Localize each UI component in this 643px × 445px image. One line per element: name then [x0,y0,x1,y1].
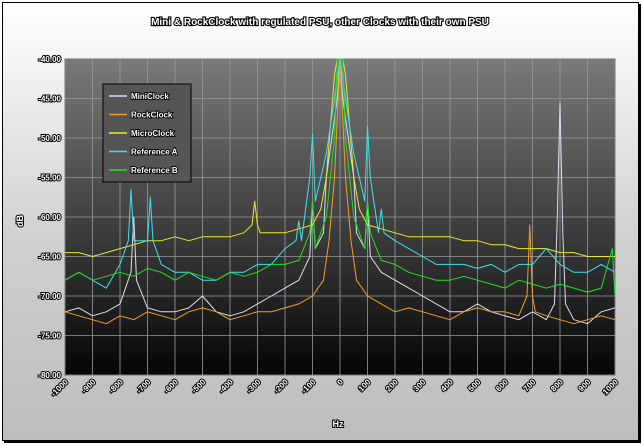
series-line-reference-a [64,58,616,289]
y-tick-label: -40.00 [38,55,61,64]
chart-svg: Mini & RockClock with regulated PSU, oth… [14,16,621,430]
x-tick-label: 400 [439,377,455,393]
legend-label: RockClock [131,111,173,120]
x-tick-label: -1000 [49,377,70,398]
legend-label: Reference B [131,166,178,175]
y-tick-label: -55.00 [38,174,61,183]
x-tick-label: -400 [217,377,235,395]
x-tick-label: 200 [384,377,400,393]
x-tick-label: -900 [80,377,98,395]
x-tick-label: 1000 [601,377,620,396]
series-line-microclock [65,58,615,257]
x-tick-label: -300 [245,377,263,395]
legend: MiniClock RockClock MicroClock Reference A R… [102,83,192,183]
y-tick-label: -50.00 [38,134,61,143]
gridlines [64,58,616,376]
x-tick-label: 700 [522,377,538,393]
y-tick-label: -75.00 [38,332,61,341]
y-tick-label: -70.00 [38,292,61,301]
x-axis-ticks: -1000 -900 -800 -700 -600 -500 -400 -300 -200 -10… [48,376,621,399]
y-axis-ticks: -40.00 -45.00 -50.00 -55.00 -60.00 -65.00 -70.… [37,54,62,381]
y-axis-label: dB [15,215,25,227]
series-lines [64,58,616,325]
x-tick-label: 800 [549,377,565,393]
series-line-reference-b [64,58,616,297]
x-tick-label: -600 [162,377,180,395]
chart-title: Mini & RockClock with regulated PSU, oth… [151,17,489,28]
x-tick-label: 500 [467,377,483,393]
y-tick-label: -80.00 [38,371,61,380]
y-tick-label: -45.00 [38,95,61,104]
legend-label: Reference A [131,148,178,157]
series-line-rockclock [64,58,616,325]
y-tick-label: -65.00 [38,253,61,262]
x-tick-label: -200 [272,377,290,395]
x-tick-label: -700 [135,377,153,395]
y-tick-label: -60.00 [38,213,61,222]
series-line-miniclock [64,58,616,325]
x-tick-label: -800 [107,377,125,395]
x-tick-label: 100 [357,377,373,393]
x-tick-label: -500 [190,377,208,395]
legend-label: MicroClock [131,129,175,138]
x-tick-label: -100 [300,377,318,395]
chart-frame: Mini & RockClock with regulated PSU, oth… [2,2,639,441]
x-tick-label: 600 [494,377,510,393]
x-tick-label: 0 [335,377,345,387]
x-axis-label: Hz [333,419,344,429]
x-tick-label: 300 [412,377,428,393]
legend-label: MiniClock [131,92,169,101]
x-tick-label: 900 [577,377,593,393]
